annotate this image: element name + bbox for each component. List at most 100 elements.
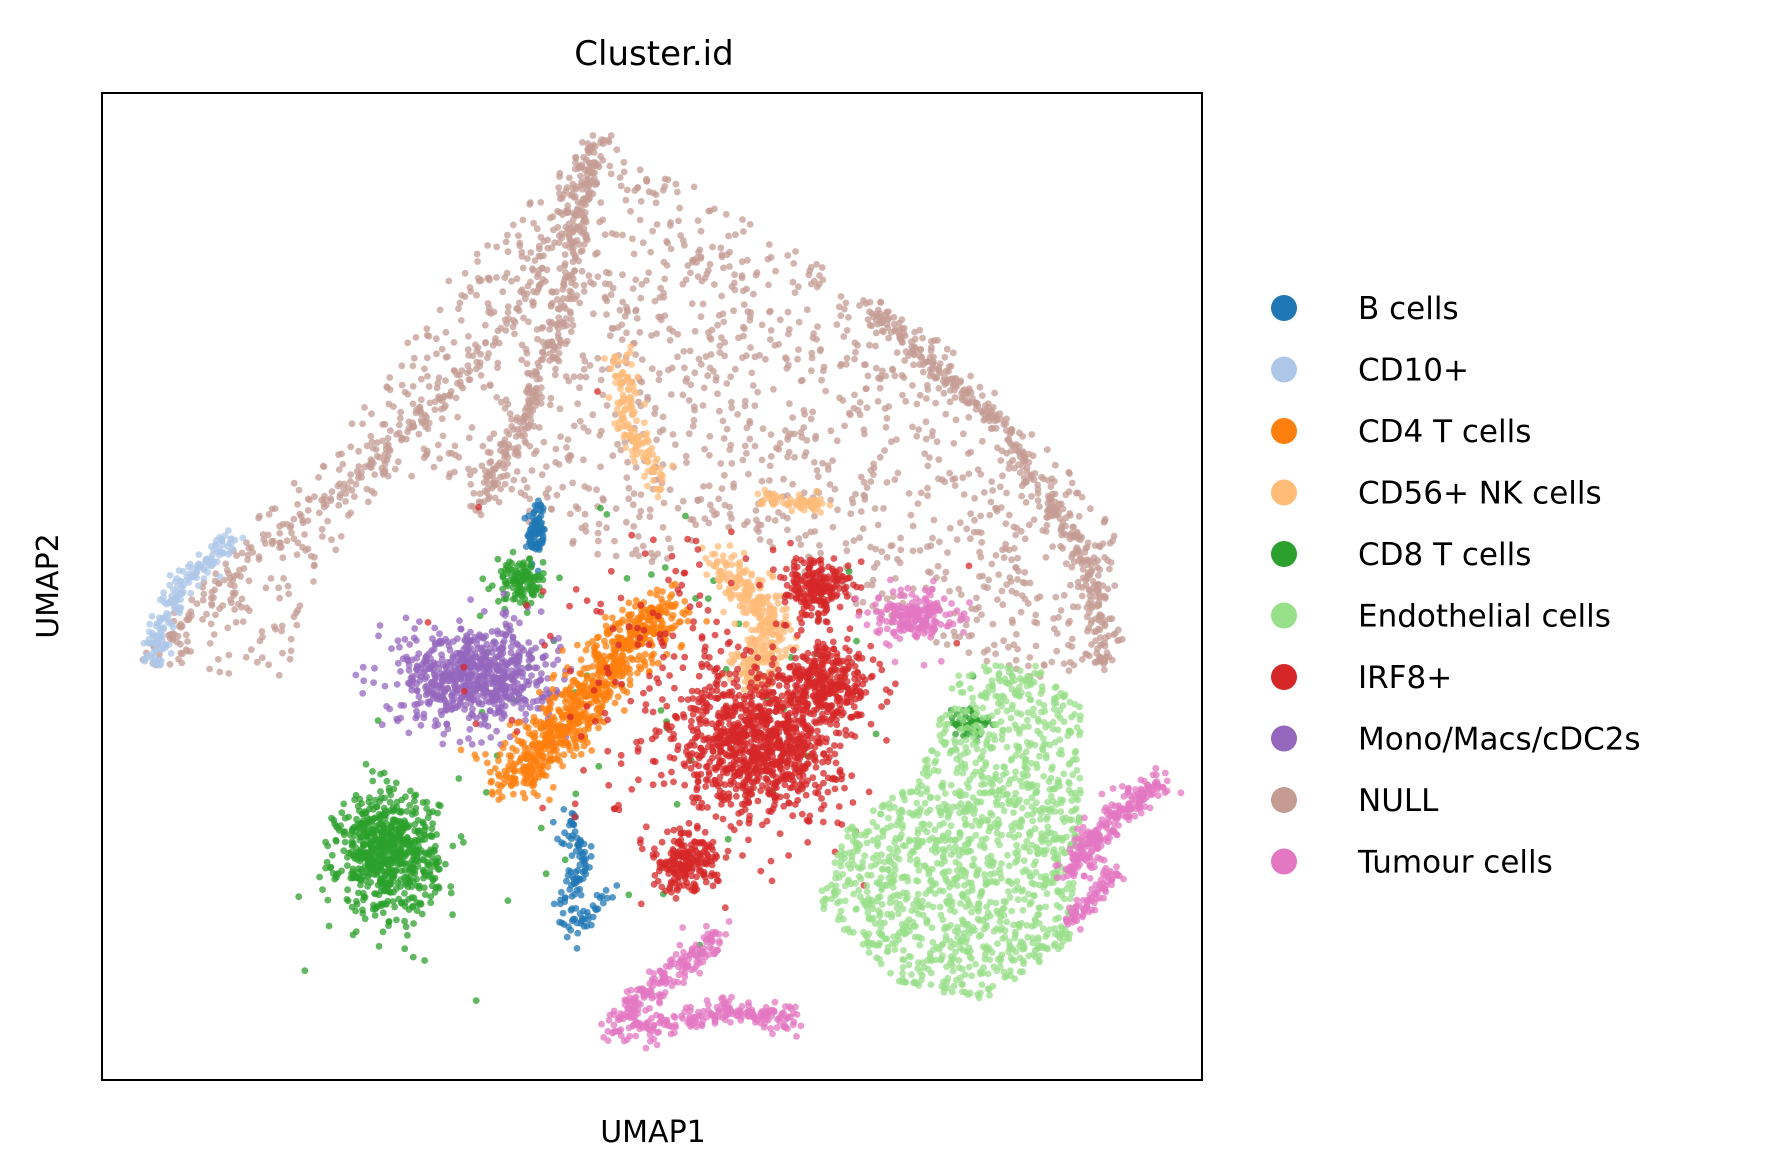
point-494 [627,207,634,215]
point-4389 [443,720,451,728]
point-442 [940,575,948,583]
point-1444 [548,506,556,513]
point-3694 [673,800,681,808]
point-1244 [564,454,572,462]
point-2319 [215,580,223,587]
point-2020 [945,368,952,375]
point-1253 [372,446,380,453]
point-1344 [206,640,214,647]
point-2915 [411,797,418,805]
point-709 [1052,593,1060,601]
point-2345 [299,519,307,527]
point-1085 [752,516,760,524]
point-1131 [971,494,978,502]
point-1056 [649,227,656,235]
point-3462 [376,862,384,870]
point-134 [404,339,412,347]
point-72 [593,486,600,494]
point-3388 [352,844,360,852]
point-3712 [493,727,500,735]
point-746 [819,459,826,467]
point-1260 [987,498,995,506]
point-1406 [894,469,902,477]
point-2141 [873,310,880,318]
point-231 [647,248,655,256]
point-1790 [582,201,589,209]
point-989 [528,467,536,474]
point-1170 [639,542,647,550]
point-4937 [550,671,558,679]
point-2262 [453,371,461,378]
point-2556 [158,646,166,654]
point-985 [501,274,509,281]
point-171 [324,517,331,525]
point-4259 [479,644,487,652]
point-818 [480,383,488,391]
point-1421 [836,394,843,402]
point-3435 [401,823,408,831]
point-3678 [657,707,665,714]
point-1783 [527,397,534,404]
point-2765 [596,894,604,902]
point-1716 [607,132,615,139]
point-2550 [154,631,162,639]
point-868 [927,569,934,576]
point-491 [667,391,675,398]
point-4352 [383,703,390,710]
point-1770 [521,431,528,439]
point-2746 [573,945,581,952]
point-2099 [1062,514,1070,522]
point-2059 [933,365,941,373]
point-3478 [357,875,365,883]
point-1671 [518,425,525,432]
point-108 [552,445,560,453]
point-996 [902,397,910,405]
point-3044 [412,809,419,817]
point-4129 [413,686,421,694]
point-1128 [808,367,815,375]
point-233 [841,305,848,313]
point-1238 [984,646,992,654]
point-507 [242,653,250,661]
point-726 [1014,554,1021,562]
point-4301 [491,710,499,717]
point-705 [913,400,921,408]
point-1975 [922,359,929,366]
point-562 [666,486,674,494]
point-136 [921,450,929,457]
point-1166 [187,648,195,655]
point-3585 [520,559,528,567]
point-3477 [359,889,367,897]
point-1223 [851,339,859,347]
point-4226 [502,631,509,639]
point-1236 [870,464,878,472]
point-3208 [295,893,303,901]
point-1202 [739,456,747,464]
point-792 [940,389,948,397]
point-3453 [374,881,382,889]
point-1035 [834,506,841,514]
point-1262 [818,264,826,271]
point-260 [741,397,749,405]
point-926 [566,174,573,182]
point-28 [318,525,326,533]
point-1572 [497,447,504,454]
point-2640 [537,507,544,514]
point-2062 [1085,586,1093,594]
point-2291 [229,576,237,584]
point-2378 [591,159,599,167]
point-480 [581,357,589,365]
point-1500 [605,138,613,146]
point-2090 [916,352,923,360]
point-1189 [672,441,679,448]
point-37 [508,485,516,493]
point-89 [909,585,917,592]
point-401 [398,362,406,370]
point-892 [461,293,469,300]
point-4406 [469,659,477,667]
point-2103 [1046,506,1053,514]
point-669 [705,519,713,527]
point-4184 [388,645,395,652]
point-934 [677,232,684,239]
point-988 [555,184,562,192]
